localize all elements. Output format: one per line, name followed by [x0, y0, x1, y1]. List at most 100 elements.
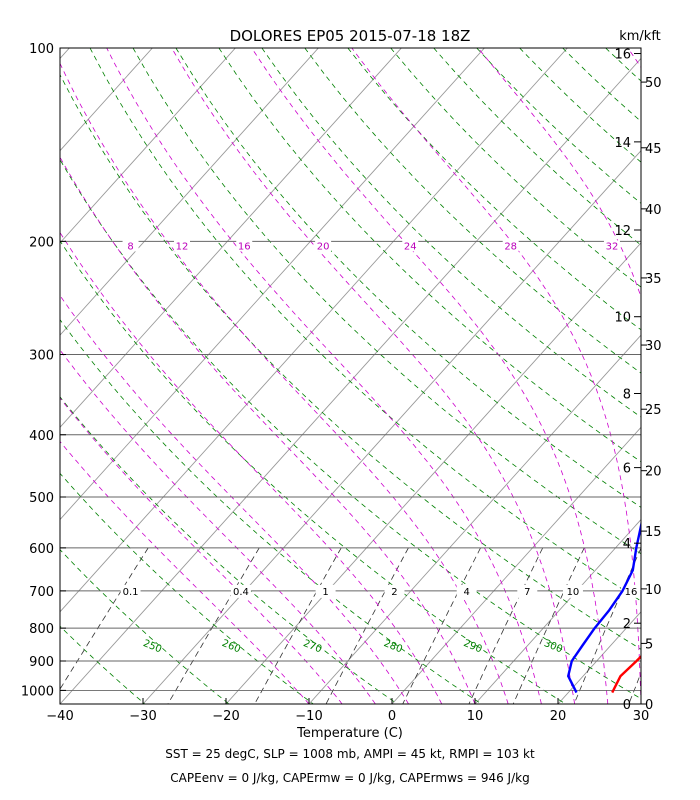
x-tick-label: 10 [467, 709, 484, 724]
isotherm-line [60, 48, 236, 244]
moist-adiabat-line [60, 156, 476, 704]
moist-adiabat-line [60, 294, 409, 704]
mixing-ratio-label: 4 [464, 587, 470, 598]
y-axis: 100 200 300 400 500 600 700 800 900 1000 [21, 42, 66, 699]
dry-adiabat-line [60, 158, 641, 700]
mixing-ratio-label-bg [315, 584, 336, 598]
km-tick-label: 10 [614, 311, 631, 326]
kft-tick-label: 15 [645, 525, 662, 540]
y-tick-label: 700 [29, 585, 54, 600]
kft-tick-label: 20 [645, 465, 662, 480]
moist-adiabat-label: 24 [404, 241, 417, 252]
x-tick-label: −10 [295, 709, 322, 724]
km-tick-label: 6 [623, 462, 631, 477]
moist-adiabat-label: 32 [606, 241, 619, 252]
mixing-ratio-label: 1 [322, 587, 328, 598]
moist-adiabat-label: 20 [317, 241, 330, 252]
moist-adiabat-label: 16 [238, 241, 251, 252]
moist-adiabat-label: 28 [504, 241, 517, 252]
x-tick-label: −40 [46, 709, 73, 724]
y-tick-label: 400 [29, 429, 54, 444]
moist-adiabat-line [171, 48, 575, 704]
footer-line-2: CAPEenv = 0 J/kg, CAPErmw = 0 J/kg, CAPE… [170, 771, 529, 785]
moist-adiabat-line [251, 48, 609, 704]
y-tick-label: 900 [29, 655, 54, 670]
moist-adiabat-line [106, 48, 542, 704]
x-axis: −40 −30 −20 −10 0 10 20 30 [46, 698, 649, 724]
km-tick-label: 12 [614, 224, 631, 239]
y-tick-label: 1000 [21, 684, 54, 699]
y-tick-label: 500 [29, 491, 54, 506]
moist-adiabat-label-bg [603, 240, 620, 252]
isotherm-line [60, 48, 568, 613]
moist-adiabat-label-bg [122, 240, 139, 252]
km-tick-label: 8 [623, 387, 631, 402]
moist-adiabat-line [60, 231, 443, 704]
mixing-ratio-label: 16 [625, 587, 638, 598]
dry-adiabat-line [304, 48, 641, 374]
x-tick-label: −20 [212, 709, 239, 724]
plot-frame [59, 47, 642, 705]
moist-adiabat-label-bg [174, 240, 191, 252]
mixing-ratio-label-bg [517, 584, 538, 598]
dry-adiabat-line [218, 48, 641, 463]
isotherm-line [391, 426, 641, 704]
moist-adiabat-label-bg [236, 240, 253, 252]
mixing-ratio-line [254, 547, 342, 704]
mixing-ratio-label: 0.1 [123, 587, 139, 598]
dry-adiabat-line [175, 48, 641, 508]
kft-tick-label: 35 [645, 272, 662, 287]
x-tick-label: 30 [633, 709, 650, 724]
kft-tick-label: 10 [645, 583, 662, 598]
isotherm-line [60, 48, 319, 336]
moist-adiabat-line [60, 349, 376, 704]
mixing-ratio-line [60, 547, 149, 690]
dry-adiabat-line [132, 48, 641, 555]
mixing-ratio-label-bg [230, 584, 251, 598]
km-tick-label: 2 [623, 617, 631, 632]
kft-tick-label: 5 [645, 637, 653, 652]
moist-adiabat-line [60, 62, 509, 704]
moist-adiabat-label: 8 [127, 241, 133, 252]
mixing-ratio-label-bg [120, 584, 141, 598]
dry-adiabat-line [347, 48, 641, 331]
km-tick-label: 14 [614, 136, 631, 151]
kft-tick-label: 50 [645, 76, 662, 91]
kft-tick-label: 45 [645, 142, 662, 157]
dry-adiabat-line [60, 73, 641, 650]
moist-adiabat-label-bg [402, 240, 419, 252]
isotherm-line [60, 48, 485, 521]
mixing-ratio-label: 7 [524, 587, 530, 598]
y-tick-label: 100 [29, 42, 54, 57]
x-tick-label: 20 [550, 709, 567, 724]
y-tick-label: 300 [29, 348, 54, 363]
kft-tick-label: 25 [645, 403, 662, 418]
mixing-ratio-label: 0.4 [233, 587, 249, 598]
mixing-ratio-label-bg [621, 584, 642, 598]
kft-tick-label: 0 [645, 698, 653, 713]
mixing-ratio-line [167, 547, 260, 704]
km-tick-label: 4 [623, 537, 631, 552]
right-axis: 0 2 4 6 8 10 12 14 16 0 5 10 15 20 25 30 35 40 45 50 [614, 48, 661, 713]
moist-adiabat-label: 12 [176, 241, 189, 252]
right-unit-label: km/kft [619, 29, 661, 44]
dewpoint-profile-line [567, 517, 641, 694]
x-tick-label: −30 [129, 709, 156, 724]
moist-adiabat-label-bg [315, 240, 332, 252]
mixing-ratio-label-bg [562, 584, 583, 598]
x-tick-label: 0 [388, 709, 396, 724]
mixing-ratio-label: 2 [391, 587, 397, 598]
dry-adiabat-line [261, 48, 641, 418]
kft-tick-label: 40 [645, 203, 662, 218]
y-tick-label: 800 [29, 622, 54, 637]
dry-adiabat-line [89, 48, 641, 602]
mixing-ratio-label: 10 [567, 587, 580, 598]
km-tick-label: 0 [623, 698, 631, 713]
y-tick-label: 200 [29, 235, 54, 250]
y-tick-label: 600 [29, 542, 54, 557]
moist-adiabat-label-bg [502, 240, 519, 252]
dry-adiabat-line [60, 396, 398, 704]
km-tick-label: 16 [614, 48, 631, 63]
footer-line-1: SST = 25 degC, SLP = 1008 mb, AMPI = 45 … [165, 747, 535, 761]
